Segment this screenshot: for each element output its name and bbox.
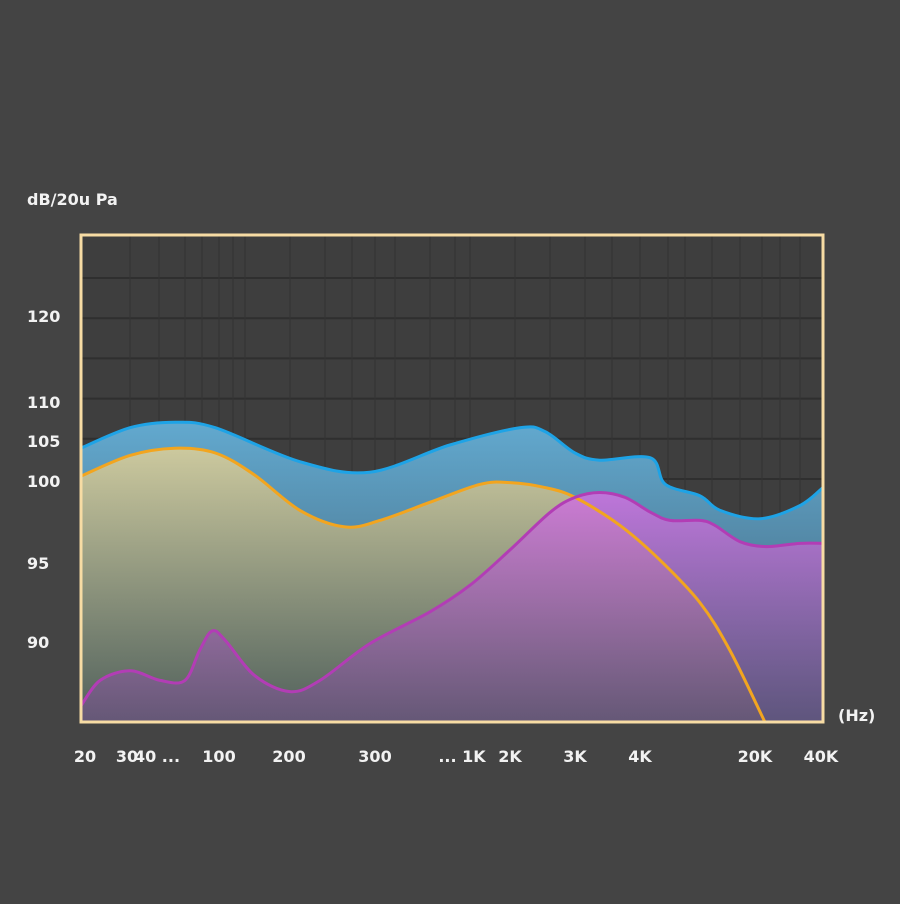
x-tick-label: 300 (358, 747, 391, 766)
x-axis-unit-label: (Hz) (838, 706, 875, 725)
y-tick-label: 105 (27, 432, 60, 451)
plot-frame (79, 233, 825, 724)
x-tick-label: 4K (628, 747, 652, 766)
x-tick-label: 30 (116, 747, 138, 766)
y-tick-label: 120 (27, 307, 60, 326)
magenta-series-line (81, 490, 823, 707)
y-tick-label: 90 (27, 633, 49, 652)
x-tick-label: 100 (202, 747, 235, 766)
x-tick-label: 20 (74, 747, 96, 766)
blue-series-line (81, 420, 823, 521)
x-tick-label: 20K (738, 747, 773, 766)
series-lines (81, 420, 823, 722)
series-areas (81, 422, 823, 722)
y-tick-label: 100 (27, 472, 60, 491)
y-tick-label: 110 (27, 393, 60, 412)
x-tick-label: 40 ... (134, 747, 180, 766)
x-tick-label: 40K (804, 747, 839, 766)
x-tick-label: 3K (563, 747, 587, 766)
y-axis-label: dB/20u Pa (27, 190, 118, 209)
magenta-series-area (81, 492, 823, 722)
x-tick-label: ... 1K (438, 747, 486, 766)
x-tick-label: 200 (272, 747, 305, 766)
y-tick-label: 95 (27, 554, 49, 573)
x-tick-label: 2K (498, 747, 522, 766)
orange-series-line (81, 446, 767, 722)
